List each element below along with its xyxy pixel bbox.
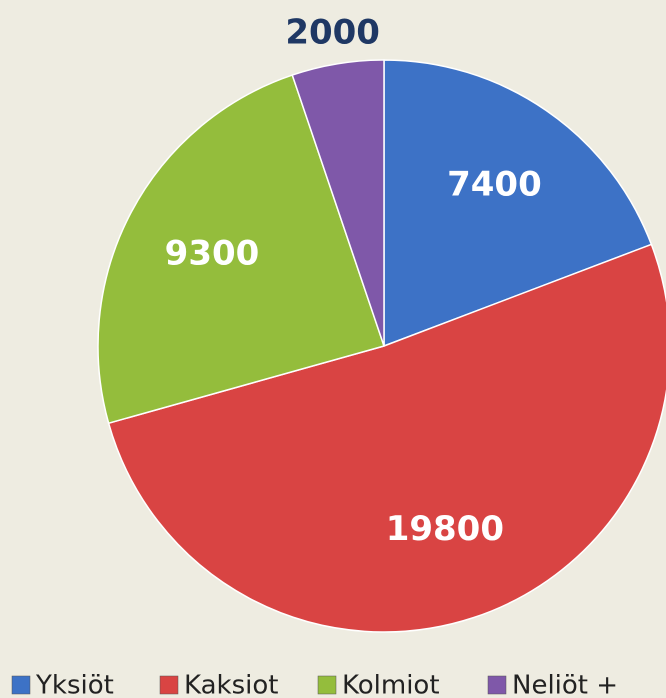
- pie-slice: [383, 59, 653, 348]
- legend-swatch: [487, 675, 507, 695]
- legend-swatch: [11, 675, 31, 695]
- legend-label: Kaksiot: [184, 671, 278, 698]
- pie-slice: [97, 74, 385, 425]
- data-label: 2000: [285, 13, 380, 53]
- pie-slice: [291, 59, 385, 347]
- legend-label: Neliöt +: [512, 671, 618, 698]
- legend-swatch: [159, 675, 179, 695]
- data-label: 7400: [447, 164, 542, 204]
- pie-slice: [107, 243, 666, 633]
- data-label: 19800: [386, 509, 504, 549]
- legend-swatch: [317, 675, 337, 695]
- data-label: 9300: [165, 234, 260, 274]
- legend-label: Yksiöt: [35, 671, 114, 698]
- legend-label: Kolmiot: [342, 671, 440, 698]
